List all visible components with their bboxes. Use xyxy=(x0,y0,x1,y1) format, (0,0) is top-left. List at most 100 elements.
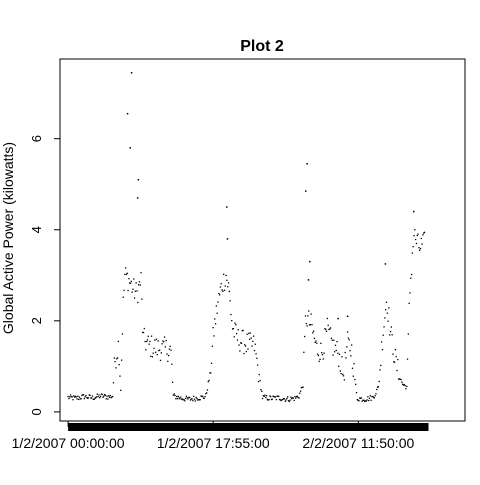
data-point xyxy=(207,389,208,390)
data-point xyxy=(187,398,188,399)
data-point xyxy=(361,397,362,398)
data-point xyxy=(336,341,337,342)
data-point xyxy=(335,345,336,346)
data-point xyxy=(384,317,385,318)
data-point xyxy=(222,291,223,292)
data-point xyxy=(144,341,145,342)
data-point xyxy=(196,398,197,399)
data-point xyxy=(316,343,317,344)
data-point xyxy=(311,324,312,325)
data-point xyxy=(285,399,286,400)
data-point-spike xyxy=(347,316,349,318)
data-point xyxy=(305,315,306,316)
data-point xyxy=(337,353,338,354)
data-point xyxy=(114,357,115,358)
data-point xyxy=(152,356,153,357)
data-point xyxy=(268,399,269,400)
data-point xyxy=(122,333,123,334)
data-point xyxy=(141,298,142,299)
data-point xyxy=(262,398,263,399)
data-point xyxy=(326,331,327,332)
data-point xyxy=(170,350,171,351)
data-point xyxy=(392,354,393,355)
data-point xyxy=(258,381,259,382)
data-point xyxy=(298,397,299,398)
data-point xyxy=(186,396,187,397)
data-point xyxy=(229,291,230,292)
data-point xyxy=(396,356,397,357)
data-point xyxy=(412,252,413,253)
data-point xyxy=(349,350,350,351)
data-point xyxy=(230,300,231,301)
data-point xyxy=(406,386,407,387)
data-point xyxy=(85,396,86,397)
data-point xyxy=(422,234,423,235)
data-point xyxy=(221,289,222,290)
data-point xyxy=(76,396,77,397)
data-point xyxy=(394,362,395,363)
data-point xyxy=(417,234,418,235)
data-point xyxy=(127,273,128,274)
data-point xyxy=(191,398,192,399)
data-point xyxy=(245,345,246,346)
data-point xyxy=(140,272,141,273)
data-point xyxy=(150,356,151,357)
data-point xyxy=(405,388,406,389)
data-point xyxy=(278,396,279,397)
data-point xyxy=(249,339,250,340)
data-point-spike xyxy=(413,211,415,213)
data-point xyxy=(389,334,390,335)
data-point xyxy=(136,282,137,283)
data-point xyxy=(419,250,420,251)
data-point xyxy=(98,394,99,395)
data-point xyxy=(79,396,80,397)
y-tick-label: 2 xyxy=(29,317,44,324)
data-point xyxy=(125,267,126,268)
y-axis-label: Global Active Power (kilowatts) xyxy=(0,142,16,334)
data-point xyxy=(355,384,356,385)
data-point xyxy=(322,354,323,355)
data-point xyxy=(408,333,409,334)
data-point xyxy=(349,339,350,340)
data-point xyxy=(353,376,354,377)
data-point xyxy=(379,369,380,370)
data-point xyxy=(351,344,352,345)
data-point xyxy=(153,353,154,354)
data-point xyxy=(260,389,261,390)
data-point xyxy=(117,357,118,358)
data-point xyxy=(331,338,332,339)
data-point xyxy=(253,336,254,337)
data-point xyxy=(236,333,237,334)
data-point xyxy=(328,325,329,326)
data-point xyxy=(97,396,98,397)
y-tick-label: 4 xyxy=(29,226,44,233)
data-point xyxy=(235,324,236,325)
data-point xyxy=(265,397,266,398)
data-point xyxy=(215,323,216,324)
data-point xyxy=(119,375,120,376)
data-point xyxy=(238,344,239,345)
data-point xyxy=(219,294,220,295)
data-point xyxy=(392,334,393,335)
data-point xyxy=(97,394,98,395)
data-point xyxy=(227,286,228,287)
data-point xyxy=(320,343,321,344)
data-point xyxy=(407,358,408,359)
data-point xyxy=(250,332,251,333)
data-point xyxy=(285,401,286,402)
data-point xyxy=(368,400,369,401)
data-point xyxy=(121,360,122,361)
data-point xyxy=(217,313,218,314)
data-point-spike xyxy=(138,179,140,181)
data-point xyxy=(348,337,349,338)
data-point xyxy=(179,398,180,399)
data-point xyxy=(126,274,127,275)
data-point xyxy=(306,325,307,326)
data-point xyxy=(259,380,260,381)
data-point xyxy=(378,386,379,387)
x-tick-label: 1/2/2007 00:00:00 xyxy=(12,435,125,451)
data-points xyxy=(68,72,426,402)
data-point xyxy=(136,290,137,291)
data-point xyxy=(297,396,298,397)
data-point xyxy=(410,278,411,279)
